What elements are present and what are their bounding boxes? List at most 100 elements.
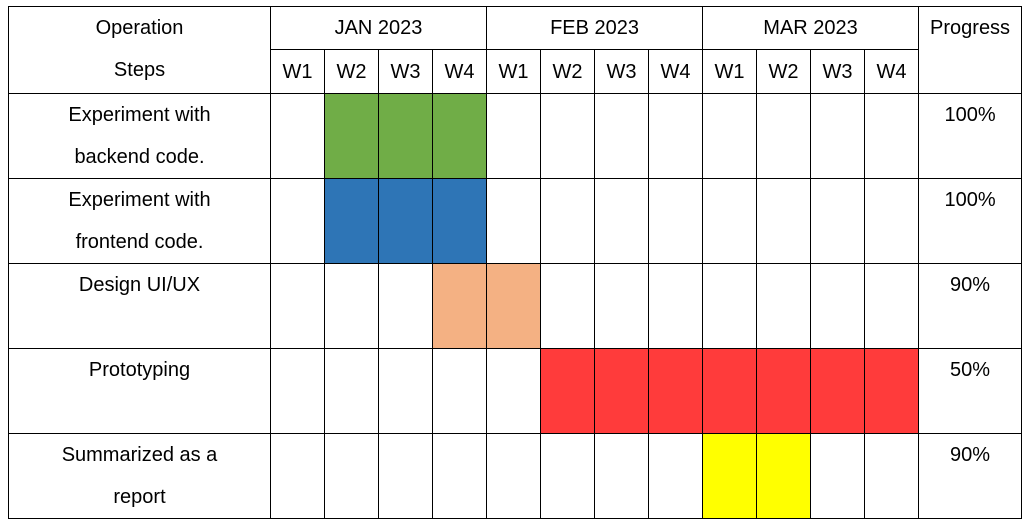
task-week-cell [756,263,812,349]
task-row: Prototyping 50% [8,348,1023,434]
week-header-jan-w4: W4 [431,49,488,94]
task-week-cell [431,348,488,434]
task-week-cell [810,263,866,349]
task-bar-segment [378,178,433,264]
task-bar-segment [864,348,920,434]
week-header-mar-w2: W2 [756,49,812,94]
task-progress-cell: 90% [918,263,1023,349]
task-week-cell [540,433,596,519]
gantt-table: Operation Steps JAN 2023 FEB 2023 MAR 20… [8,6,1023,519]
task-week-cell [324,348,379,434]
task-week-cell [810,178,866,264]
header-row-months: Operation Steps JAN 2023 FEB 2023 MAR 20… [8,6,1023,94]
task-week-cell [648,433,704,519]
task-row: Experiment with backend code. 100% [8,93,1023,179]
task-name-line1: Experiment with [68,189,211,211]
task-progress-cell: 90% [918,433,1023,519]
task-week-cell [324,263,379,349]
task-name-line2: frontend code. [75,231,204,253]
task-name-line1: Experiment with [68,104,211,126]
task-week-cell [486,93,542,179]
task-name-cell: Experiment with frontend code. [8,178,271,264]
task-week-cell [270,348,325,434]
task-row: Design UI/UX 90% [8,263,1023,349]
steps-header-line2: Steps [113,59,166,81]
task-week-cell [594,93,650,179]
task-bar-segment [431,263,488,349]
task-week-cell [270,433,325,519]
task-week-cell [648,263,704,349]
task-name-cell: Design UI/UX [8,263,271,349]
task-week-cell [594,433,650,519]
task-bar-segment [431,178,488,264]
task-week-cell [594,178,650,264]
task-week-cell [540,178,596,264]
task-bar-segment [702,433,758,519]
task-week-cell [648,93,704,179]
month-header-mar: MAR 2023 [702,6,920,50]
task-progress-cell: 50% [918,348,1023,434]
task-week-cell [540,93,596,179]
task-row: Experiment with frontend code. 100% [8,178,1023,264]
task-week-cell [864,263,920,349]
week-header-jan-w3: W3 [378,49,433,94]
task-week-cell [378,348,433,434]
task-bar-segment [702,348,758,434]
task-bar-segment [486,263,542,349]
task-week-cell [756,93,812,179]
task-week-cell [270,263,325,349]
task-bar-segment [324,93,379,179]
task-week-cell [810,433,866,519]
task-week-cell [324,433,379,519]
task-bar-segment [378,93,433,179]
month-header-feb: FEB 2023 [486,6,704,50]
task-name-line1: Summarized as a [61,444,218,466]
task-week-cell [864,433,920,519]
task-bar-segment [540,348,596,434]
task-week-cell [702,93,758,179]
task-bar-segment [324,178,379,264]
task-bar-segment [431,93,488,179]
task-bar-segment [756,433,812,519]
task-bar-segment [648,348,704,434]
week-header-jan-w2: W2 [324,49,379,94]
task-name-line1: Design UI/UX [78,274,201,296]
task-week-cell [864,93,920,179]
task-row: Summarized as a report 90% [8,433,1023,519]
month-header-jan: JAN 2023 [269,6,488,50]
steps-header-cell: Operation Steps [8,6,271,94]
week-header-mar-w1: W1 [702,49,758,94]
week-header-feb-w4: W4 [648,49,704,94]
task-week-cell [864,178,920,264]
task-name-cell: Experiment with backend code. [8,93,271,179]
task-name-line2: report [113,486,166,508]
task-progress-cell: 100% [918,178,1023,264]
week-header-feb-w1: W1 [486,49,542,94]
week-header-jan-w1: W1 [270,49,325,94]
task-week-cell [756,178,812,264]
task-bar-segment [756,348,812,434]
task-name-line1: Prototyping [88,359,191,381]
task-week-cell [378,263,433,349]
task-week-cell [540,263,596,349]
task-week-cell [431,433,488,519]
task-week-cell [594,263,650,349]
task-week-cell [486,433,542,519]
progress-header-cell: Progress [918,6,1023,94]
steps-header-line1: Operation [95,17,184,39]
week-header-feb-w3: W3 [594,49,650,94]
task-name-cell: Prototyping [8,348,271,434]
task-bar-segment [594,348,650,434]
task-bar-segment [810,348,866,434]
task-progress-cell: 100% [918,93,1023,179]
header-row-weeks: W1 W2 W3 W4 W1 W2 W3 W4 W1 W2 W3 W4 [9,49,1022,94]
task-week-cell [378,433,433,519]
task-week-cell [810,93,866,179]
task-name-line2: backend code. [74,146,205,168]
week-header-mar-w3: W3 [810,49,866,94]
week-header-mar-w4: W4 [864,49,920,94]
task-week-cell [270,178,325,264]
task-name-cell: Summarized as a report [8,433,271,519]
week-header-feb-w2: W2 [540,49,596,94]
task-week-cell [486,348,542,434]
